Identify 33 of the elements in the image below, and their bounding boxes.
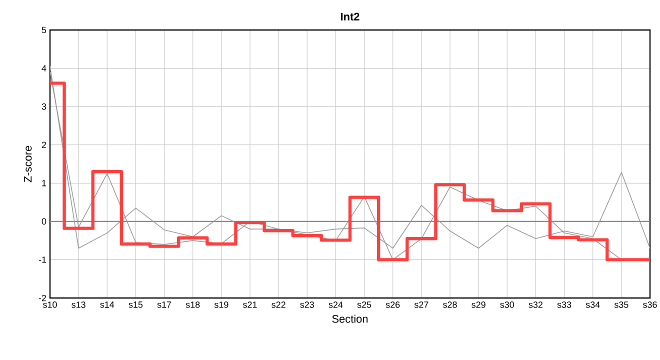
y-tick-label: 4 <box>42 65 46 72</box>
x-axis-title: Section <box>332 314 368 323</box>
x-tick-label: s29 <box>472 302 486 308</box>
y-tick-label: -2 <box>38 294 46 302</box>
x-tick-label: s14 <box>100 302 114 308</box>
x-tick-label: s17 <box>157 302 172 308</box>
x-tick-label: s22 <box>272 302 286 308</box>
x-tick-label: s26 <box>386 302 400 308</box>
y-tick-label: 0 <box>42 218 46 225</box>
x-tick-label: s23 <box>300 302 314 308</box>
x-tick-label: s13 <box>72 302 86 308</box>
x-tick-label: s27 <box>414 302 428 308</box>
y-tick-label: 2 <box>42 142 46 148</box>
x-tick-label: s21 <box>243 302 257 308</box>
x-tick-label: s19 <box>214 302 228 308</box>
x-tick-label: s15 <box>128 302 143 308</box>
x-tick-label: s35 <box>614 302 628 308</box>
y-tick-label: -1 <box>38 256 46 263</box>
x-tick-label: s18 <box>186 302 200 308</box>
y-tick-label: 3 <box>42 103 46 110</box>
x-tick-label: s36 <box>643 302 657 308</box>
x-tick-label: s34 <box>586 302 600 308</box>
chart-title: Int2 <box>341 12 360 20</box>
x-tick-label: s10 <box>43 302 57 308</box>
x-tick-label: s32 <box>528 302 542 308</box>
x-tick-label: s28 <box>443 302 457 308</box>
y-tick-label: 1 <box>42 180 46 186</box>
x-tick-label: s33 <box>557 302 572 308</box>
x-tick-label: s25 <box>357 302 372 308</box>
y-axis-title: Z-score <box>24 146 32 182</box>
y-tick-label: 5 <box>42 26 46 34</box>
x-tick-label: s24 <box>328 302 343 308</box>
x-tick-label: s30 <box>500 302 514 308</box>
